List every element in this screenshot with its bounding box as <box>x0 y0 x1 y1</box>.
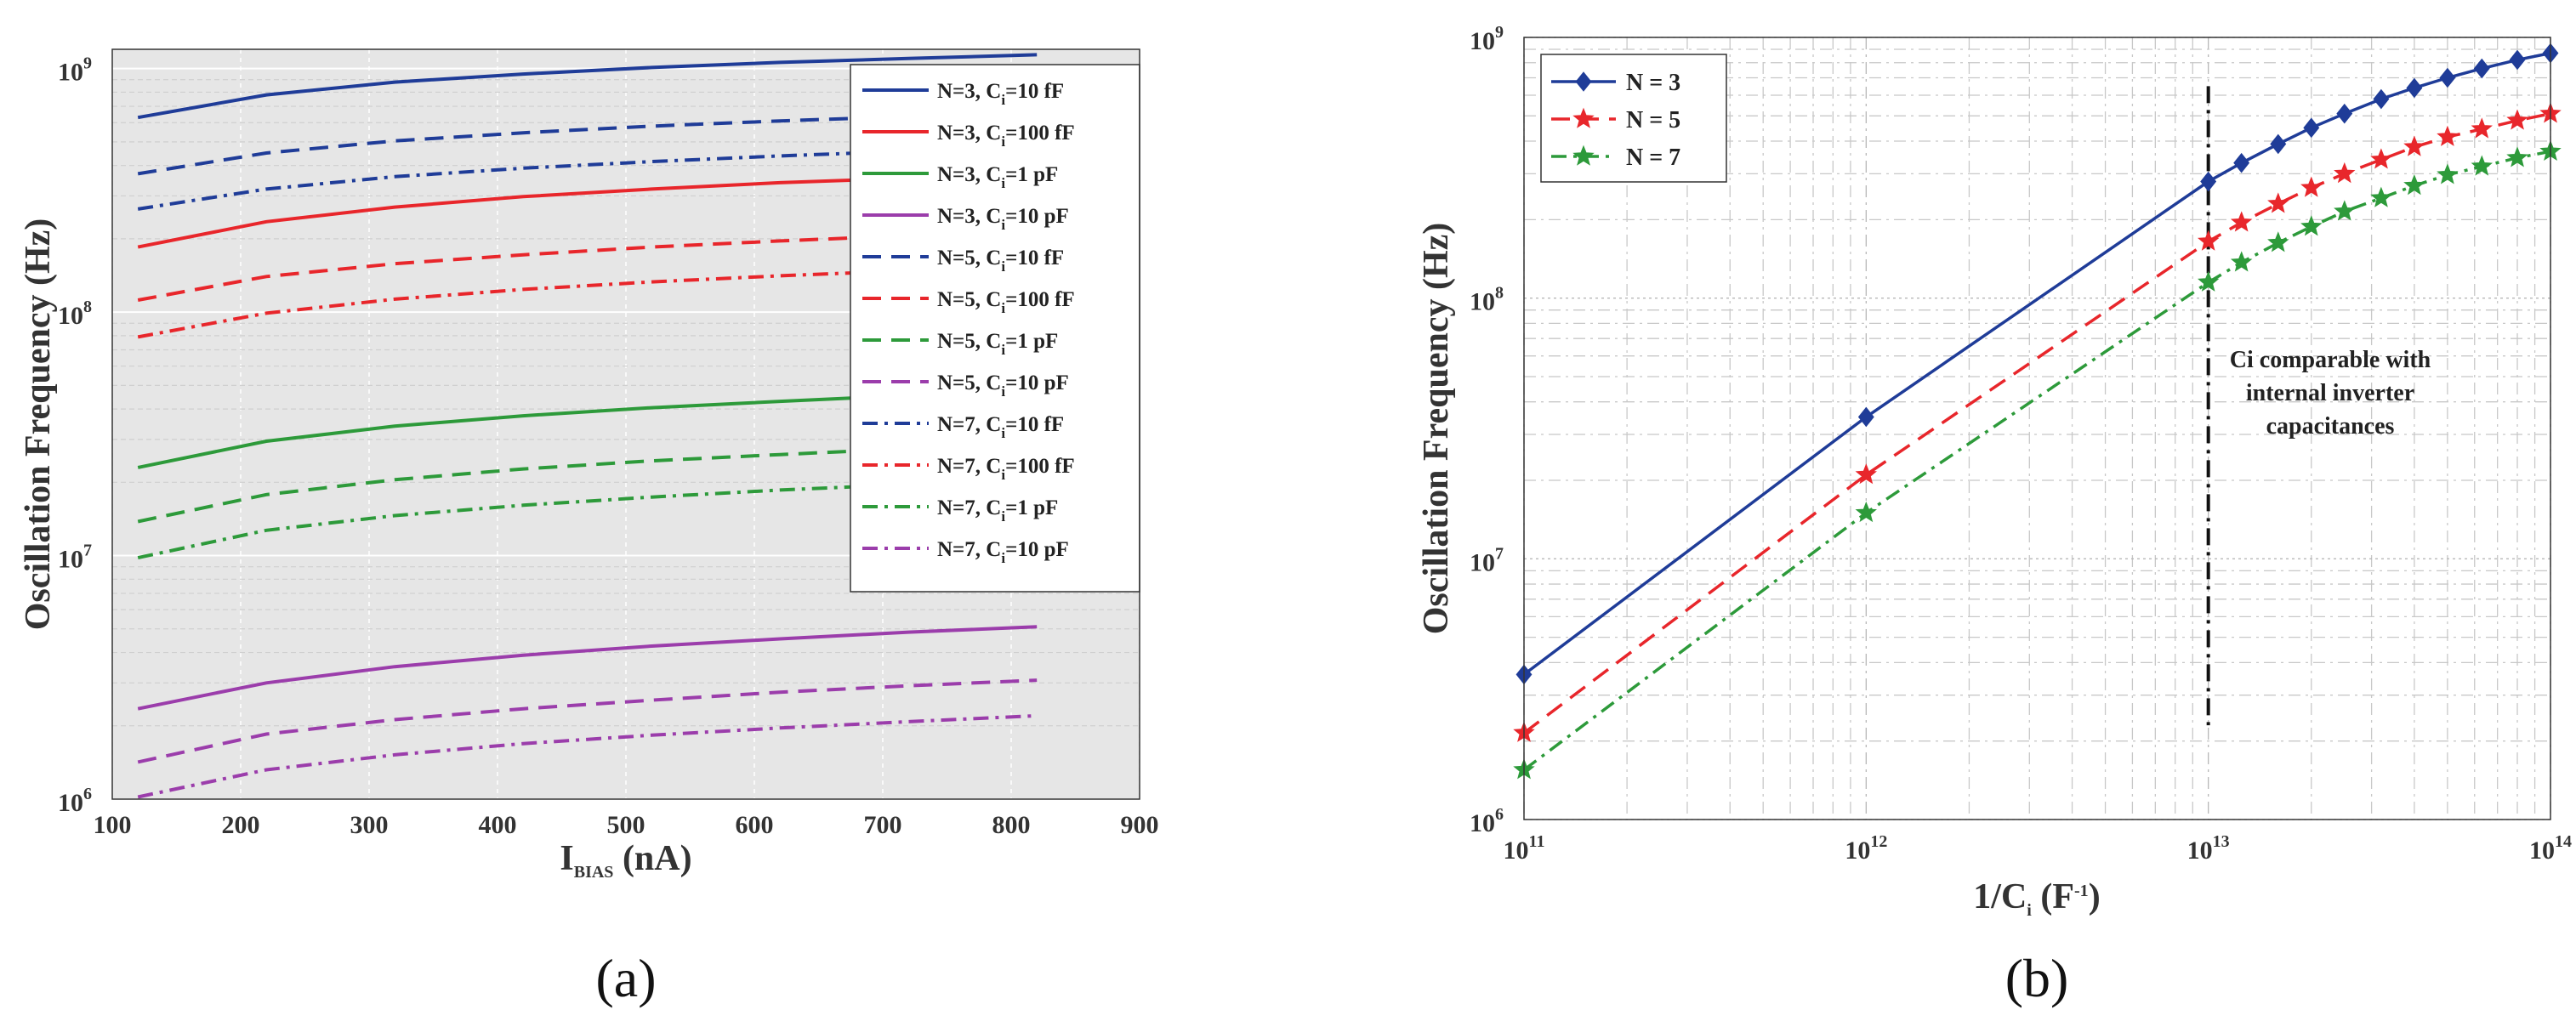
chart-a-x-tick: 700 <box>864 811 902 839</box>
chart-b-point-s2 <box>2267 192 2289 213</box>
chart-b-point-s3 <box>2334 200 2356 221</box>
chart-b-point-s1 <box>2200 171 2217 192</box>
chart-b-legend-marker-1 <box>1575 71 1592 92</box>
chart-b-y-tick: 106 <box>1470 805 1504 837</box>
chart-b: Ci comparable with internal inverter cap… <box>1417 23 2572 920</box>
caption-b: (b) <box>2005 948 2069 1008</box>
chart-a: N=3, Ci=10 fF N=3, Ci=100 fF N=3, Ci=1 pF N… <box>19 48 1159 882</box>
chart-b-point-s1 <box>2439 67 2456 88</box>
chart-b-point-s3 <box>2437 163 2459 184</box>
chart-b-y-tick: 108 <box>1470 284 1504 316</box>
chart-b-annotation: Ci comparable with internal inverter cap… <box>2230 347 2431 440</box>
chart-a-series-line-8 <box>137 678 1038 764</box>
chart-b-point-s3 <box>2403 174 2425 196</box>
chart-b-point-s2 <box>2370 148 2392 169</box>
chart-b-point-s2 <box>2198 230 2220 251</box>
chart-b-point-s3 <box>2370 186 2392 207</box>
chart-a-x-tick: 500 <box>607 811 645 839</box>
chart-a-y-tick: 108 <box>58 298 92 330</box>
chart-b-point-s2 <box>2230 211 2253 232</box>
chart-a-x-tick: 800 <box>992 811 1031 839</box>
chart-b-point-s2 <box>2506 109 2528 130</box>
chart-b-annotation-line-3: capacitances <box>2266 413 2395 440</box>
chart-a-series-line-1 <box>137 53 1038 120</box>
chart-a-legend-label-12: N=7, Ci=10 pF <box>937 538 1069 566</box>
chart-b-x-axis-label: 1/Ci (F-1) <box>1973 877 2100 920</box>
chart-b-legend-label-1: N = 3 <box>1626 70 1680 96</box>
chart-b-legend-marker-2 <box>1572 107 1595 128</box>
chart-a-legend-label-3: N=3, Ci=1 pF <box>937 163 1058 191</box>
chart-a-legend-label-7: N=5, Ci=1 pF <box>937 330 1058 358</box>
chart-b-x-tick: 1012 <box>1845 832 1887 865</box>
chart-b-point-s1 <box>2336 103 2353 124</box>
chart-a-legend-label-1: N=3, Ci=10 fF <box>937 80 1064 108</box>
chart-b-point-s2 <box>2471 117 2494 139</box>
chart-b-legend: N = 3 N = 5 N = 7 <box>1540 54 1727 183</box>
chart-b-y-axis-label: Oscillation Frequency (Hz) <box>1417 223 1456 635</box>
chart-a-legend-label-10: N=7, Ci=100 fF <box>937 455 1075 483</box>
chart-b-point-s1 <box>2406 77 2423 99</box>
chart-b-point-s2 <box>2437 125 2459 146</box>
chart-b-annotation-line-2: internal inverter <box>2246 380 2414 406</box>
chart-a-legend-label-2: N=3, Ci=100 fF <box>937 122 1075 150</box>
chart-a-x-tick: 900 <box>1121 811 1159 839</box>
chart-b-x-tick: 1014 <box>2529 832 2572 865</box>
chart-b-legend-label-2: N = 5 <box>1626 107 1680 133</box>
chart-a-x-axis-label: IBIAS (nA) <box>560 839 691 882</box>
chart-a-series-line-4 <box>137 625 1038 711</box>
chart-b-legend-label-3: N = 7 <box>1626 145 1680 171</box>
chart-b-point-s3 <box>1855 501 1877 523</box>
chart-a-x-tick: 400 <box>479 811 517 839</box>
chart-b-legend-marker-3 <box>1572 145 1595 166</box>
chart-a-legend-label-11: N=7, Ci=1 pF <box>937 496 1058 525</box>
chart-b-point-s1 <box>2473 58 2490 79</box>
chart-b-y-tick: 109 <box>1470 23 1504 55</box>
chart-a-legend-label-5: N=5, Ci=10 fF <box>937 247 1064 275</box>
chart-b-x-tick: 1011 <box>1504 832 1545 865</box>
chart-a-legend-label-9: N=7, Ci=10 fF <box>937 413 1064 441</box>
chart-a-axes-frame <box>111 48 1140 800</box>
chart-a-x-tick: 600 <box>736 811 774 839</box>
chart-b-point-s3 <box>2506 146 2528 167</box>
chart-b-point-s2 <box>1855 463 1877 485</box>
chart-a-legend-label-8: N=5, Ci=10 pF <box>937 372 1069 400</box>
caption-a: (a) <box>595 948 656 1008</box>
chart-b-point-s1 <box>2303 117 2320 139</box>
chart-b-point-s3 <box>2267 231 2289 252</box>
chart-a-x-tick-labels: 100 200 300 400 500 600 700 800 900 <box>94 811 1159 839</box>
chart-b-point-s1 <box>1857 406 1874 428</box>
chart-a-series-line-12 <box>137 713 1038 799</box>
chart-a-x-tick: 100 <box>94 811 132 839</box>
chart-b-y-tick: 107 <box>1470 544 1504 576</box>
chart-b-annotation-line-1: Ci comparable with <box>2230 347 2431 373</box>
chart-a-x-tick: 300 <box>350 811 389 839</box>
chart-a-y-tick: 106 <box>58 785 92 817</box>
chart-a-legend-label-6: N=5, Ci=100 fF <box>937 288 1075 316</box>
chart-b-point-s2 <box>2334 162 2356 184</box>
chart-b-point-s3 <box>2198 270 2220 292</box>
chart-b-point-s1 <box>2233 152 2250 173</box>
chart-a-x-tick: 200 <box>222 811 260 839</box>
chart-b-point-s1 <box>2373 88 2390 110</box>
chart-b-x-tick: 1013 <box>2187 832 2230 865</box>
chart-b-point-s1 <box>2270 133 2287 155</box>
chart-a-y-axis-label: Oscillation Frequency (Hz) <box>19 218 58 631</box>
chart-b-point-s3 <box>2300 215 2323 236</box>
chart-b-point-s3 <box>2471 155 2493 176</box>
chart-a-y-tick-labels: 106 107 108 109 <box>58 54 92 817</box>
chart-b-point-s3 <box>2230 251 2253 272</box>
chart-a-y-tick: 107 <box>58 542 92 574</box>
chart-b-point-s2 <box>2300 176 2323 197</box>
chart-b-legend-box <box>1540 54 1727 183</box>
chart-a-legend-label-4: N=3, Ci=10 pF <box>937 205 1069 233</box>
chart-b-axes-frame <box>1523 37 2551 820</box>
chart-a-y-tick: 109 <box>58 54 92 87</box>
chart-b-y-tick-labels: 106 107 108 109 <box>1470 23 1504 837</box>
chart-a-legend: N=3, Ci=10 fF N=3, Ci=100 fF N=3, Ci=1 pF N… <box>850 64 1140 593</box>
chart-b-x-tick-labels: 1011 1012 1013 1014 <box>1504 832 2572 865</box>
chart-b-point-s1 <box>2509 49 2526 71</box>
chart-b-point-s2 <box>2403 135 2425 156</box>
chart-a-legend-box <box>850 64 1140 593</box>
